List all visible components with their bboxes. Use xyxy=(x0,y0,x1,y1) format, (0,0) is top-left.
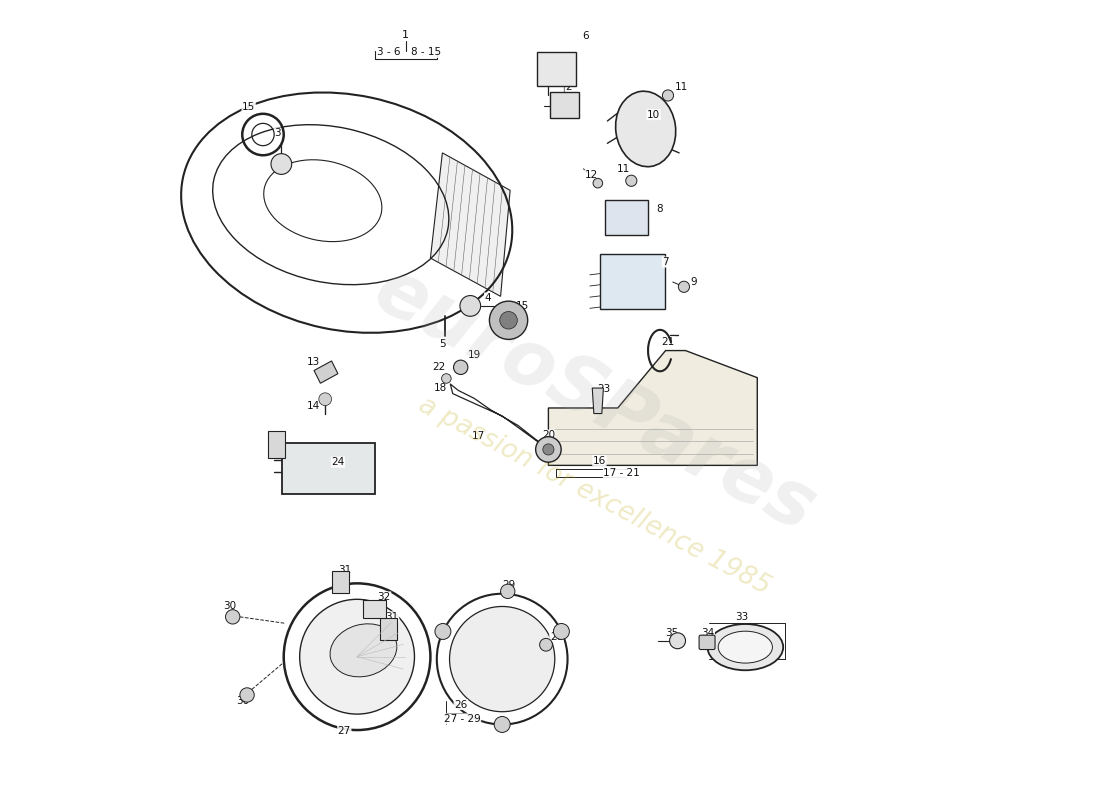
Text: euroSPares: euroSPares xyxy=(361,253,827,547)
Polygon shape xyxy=(549,350,757,466)
FancyBboxPatch shape xyxy=(537,53,575,86)
FancyBboxPatch shape xyxy=(282,443,375,494)
Text: 25: 25 xyxy=(273,434,286,443)
Ellipse shape xyxy=(616,91,675,166)
Circle shape xyxy=(450,606,554,712)
Ellipse shape xyxy=(707,624,783,670)
Text: 8 - 15: 8 - 15 xyxy=(410,47,441,58)
Circle shape xyxy=(240,688,254,702)
Text: 11: 11 xyxy=(617,164,630,174)
Circle shape xyxy=(499,311,517,329)
Text: 14: 14 xyxy=(307,401,320,410)
Text: 31: 31 xyxy=(338,565,351,575)
FancyBboxPatch shape xyxy=(332,570,349,593)
Text: 5: 5 xyxy=(439,339,446,349)
Text: 8: 8 xyxy=(657,204,663,214)
Circle shape xyxy=(536,437,561,462)
FancyBboxPatch shape xyxy=(363,600,386,618)
Text: 30: 30 xyxy=(223,601,236,610)
Text: 29: 29 xyxy=(502,580,515,590)
Circle shape xyxy=(494,717,510,733)
Circle shape xyxy=(593,178,603,188)
Circle shape xyxy=(500,584,515,598)
Text: 10: 10 xyxy=(647,110,660,119)
Text: 3 - 6: 3 - 6 xyxy=(377,47,400,58)
Text: 27: 27 xyxy=(338,726,351,736)
Text: 3: 3 xyxy=(274,128,280,138)
Circle shape xyxy=(453,360,468,374)
Text: 1: 1 xyxy=(403,30,409,40)
Text: 18: 18 xyxy=(433,383,447,393)
Circle shape xyxy=(226,610,240,624)
Text: 20: 20 xyxy=(542,430,556,440)
Circle shape xyxy=(434,623,451,639)
Text: 15: 15 xyxy=(516,301,529,311)
Circle shape xyxy=(542,444,554,455)
FancyBboxPatch shape xyxy=(605,200,648,235)
Polygon shape xyxy=(314,361,338,383)
Text: 21: 21 xyxy=(661,337,674,347)
Text: 30: 30 xyxy=(236,696,250,706)
Text: 33: 33 xyxy=(735,612,748,622)
Circle shape xyxy=(319,393,331,406)
Text: 11: 11 xyxy=(675,82,689,93)
Text: 12: 12 xyxy=(585,170,598,180)
Text: 19: 19 xyxy=(468,350,481,360)
Circle shape xyxy=(460,295,481,316)
Text: 32: 32 xyxy=(377,592,390,602)
Text: 24: 24 xyxy=(331,457,344,467)
Text: 35: 35 xyxy=(666,628,679,638)
Text: 26: 26 xyxy=(454,699,467,710)
Text: 27 - 29: 27 - 29 xyxy=(444,714,481,724)
Circle shape xyxy=(490,301,528,339)
Text: 16: 16 xyxy=(593,455,606,466)
Polygon shape xyxy=(592,388,604,414)
Circle shape xyxy=(626,175,637,186)
Circle shape xyxy=(679,282,690,292)
Circle shape xyxy=(670,633,685,649)
Text: 7: 7 xyxy=(662,257,669,267)
Text: 17: 17 xyxy=(472,431,485,441)
Ellipse shape xyxy=(330,624,397,677)
FancyBboxPatch shape xyxy=(550,92,579,118)
Circle shape xyxy=(271,154,292,174)
Circle shape xyxy=(441,374,451,383)
Text: 15: 15 xyxy=(242,102,255,112)
Text: 6: 6 xyxy=(582,31,588,42)
FancyBboxPatch shape xyxy=(601,254,664,309)
Text: 4: 4 xyxy=(484,293,491,303)
Circle shape xyxy=(662,90,673,101)
Text: 28: 28 xyxy=(550,632,563,642)
Text: 22: 22 xyxy=(432,362,446,371)
Text: 23: 23 xyxy=(597,384,611,394)
Polygon shape xyxy=(430,153,510,296)
Ellipse shape xyxy=(718,631,772,663)
Text: 17 - 21: 17 - 21 xyxy=(604,468,640,478)
Text: 9: 9 xyxy=(690,277,696,287)
Text: 2: 2 xyxy=(565,82,572,92)
Circle shape xyxy=(553,623,570,639)
FancyBboxPatch shape xyxy=(700,635,715,650)
Text: a passion for excellence 1985: a passion for excellence 1985 xyxy=(414,391,774,600)
Text: 34: 34 xyxy=(701,628,715,638)
Circle shape xyxy=(299,599,415,714)
Circle shape xyxy=(540,638,552,651)
Text: 13: 13 xyxy=(307,357,320,366)
FancyBboxPatch shape xyxy=(267,431,285,458)
FancyBboxPatch shape xyxy=(381,618,397,640)
Text: 31: 31 xyxy=(385,612,399,622)
